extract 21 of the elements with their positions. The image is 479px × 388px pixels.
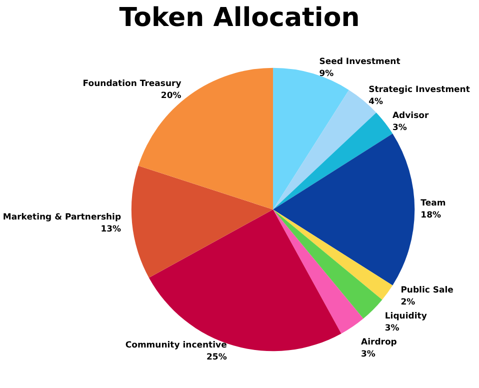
slice-label: Foundation Treasury [82, 79, 182, 90]
slice-label: Team [420, 198, 446, 209]
data-label: 13% [100, 224, 122, 234]
slice-label: Seed Investment [319, 56, 400, 67]
slice-label: Marketing & Partnership [2, 212, 122, 222]
slice-label: Advisor [392, 110, 430, 121]
data-label: 2% [400, 297, 416, 308]
data-label: 4% [368, 96, 384, 107]
data-label: 20% [160, 91, 182, 102]
slice-label: Liquidity [384, 311, 428, 322]
data-label: 18% [420, 210, 442, 221]
data-label: 9% [319, 68, 334, 79]
data-label: 3% [384, 323, 400, 334]
slice-label: Airdrop [361, 337, 397, 348]
slice-label: Public Sale [400, 285, 454, 296]
data-label: 3% [361, 349, 376, 360]
data-label: 3% [392, 122, 408, 133]
slice-label: Strategic Investment [368, 84, 470, 95]
slice-label: Community incentive [125, 340, 228, 350]
chart-title: Token Allocation [119, 3, 360, 33]
data-label: 25% [206, 352, 228, 362]
